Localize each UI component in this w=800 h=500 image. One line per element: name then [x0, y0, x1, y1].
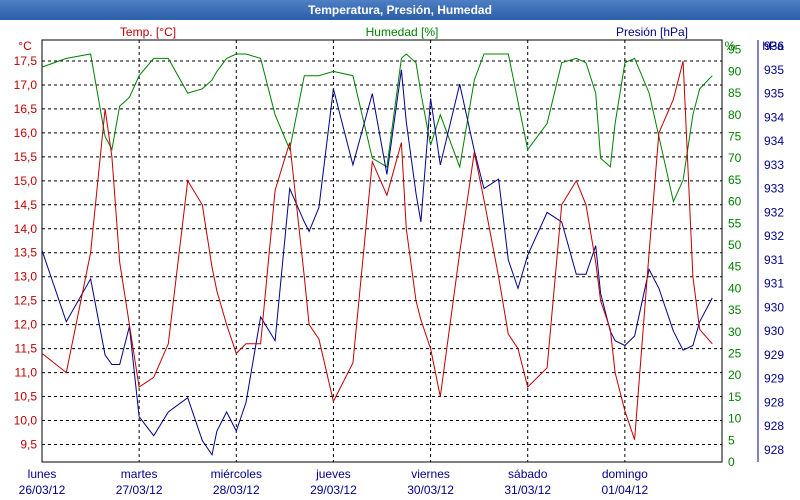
humidity-legend: Humedad [%] — [366, 25, 439, 39]
grid — [41, 39, 723, 463]
axis-labels: 9,5 10,0 10,5 11,0 11,5 12,0 12,5 13,0 13,5 14,0 1… — [14, 39, 785, 497]
humidity-tick-label: 60 — [728, 195, 742, 209]
chart-title-bar: Temperatura, Presión, Humedad — [0, 0, 800, 20]
temperature-tick-label: 10,0 — [14, 414, 38, 428]
humidity-tick-label: 5 — [728, 433, 735, 447]
humidity-tick-label: 75 — [728, 130, 742, 144]
pressure-tick-label: 936 — [764, 39, 784, 53]
pressure-tick-label: 933 — [764, 158, 784, 172]
temperature-unit-label: °C — [18, 39, 32, 53]
temperature-legend: Temp. [°C] — [120, 25, 176, 39]
pressure-tick-label: 928 — [764, 395, 784, 409]
temperature-tick-label: 12,0 — [14, 318, 38, 332]
day-date-label: 26/03/12 — [19, 483, 66, 497]
day-name-label: miércoles — [211, 467, 262, 481]
temperature-tick-label: 12,5 — [14, 294, 38, 308]
temperature-tick-label: 16,0 — [14, 126, 38, 140]
temperature-tick-label: 15,5 — [14, 150, 38, 164]
series-lines — [41, 53, 713, 457]
humidity-tick-label: 95 — [728, 43, 742, 57]
humidity-tick-label: 55 — [728, 216, 742, 230]
day-date-label: 01/04/12 — [601, 483, 648, 497]
pressure-tick-label: 934 — [764, 134, 784, 148]
humidity-tick-label: 40 — [728, 281, 742, 295]
temperature-tick-label: 14,0 — [14, 222, 38, 236]
pressure-tick-label: 933 — [764, 182, 784, 196]
humidity-unit-label: % — [725, 39, 736, 53]
humidity-tick-label: 85 — [728, 86, 742, 100]
pressure-legend: Presión [hPa] — [616, 25, 688, 39]
day-date-label: 29/03/12 — [310, 483, 357, 497]
day-name-label: martes — [121, 467, 158, 481]
humidity-line — [41, 53, 713, 204]
pressure-tick-label: 928 — [764, 443, 784, 457]
humidity-tick-label: 15 — [728, 390, 742, 404]
temperature-line — [41, 60, 713, 440]
day-name-label: viernes — [411, 467, 450, 481]
humidity-tick-label: 30 — [728, 325, 742, 339]
pressure-tick-label: 928 — [764, 419, 784, 433]
temperature-tick-label: 14,5 — [14, 198, 38, 212]
temperature-tick-label: 16,5 — [14, 102, 38, 116]
temperature-tick-label: 13,5 — [14, 246, 38, 260]
temperature-tick-label: 13,0 — [14, 270, 38, 284]
humidity-tick-label: 35 — [728, 303, 742, 317]
pressure-tick-label: 931 — [764, 253, 784, 267]
humidity-tick-label: 70 — [728, 151, 742, 165]
pressure-tick-label: 932 — [764, 205, 784, 219]
humidity-tick-label: 45 — [728, 260, 742, 274]
pressure-tick-label: 935 — [764, 63, 784, 77]
chart-background — [0, 20, 800, 500]
temperature-tick-label: 17,5 — [14, 54, 38, 68]
humidity-tick-label: 20 — [728, 368, 742, 382]
chart-title: Temperatura, Presión, Humedad — [308, 3, 492, 17]
pressure-tick-label: 929 — [764, 372, 784, 386]
temperature-tick-label: 10,5 — [14, 390, 38, 404]
humidity-tick-label: 90 — [728, 64, 742, 78]
day-name-label: lunes — [28, 467, 57, 481]
temperature-tick-label: 11,0 — [15, 366, 38, 380]
pressure-tick-label: 931 — [764, 277, 784, 291]
temperature-tick-label: 11,5 — [15, 342, 38, 356]
pressure-tick-label: 932 — [764, 229, 784, 243]
pressure-tick-label: 935 — [764, 87, 784, 101]
temperature-tick-label: 9,5 — [20, 438, 37, 452]
day-name-label: jueves — [315, 467, 351, 481]
temperature-tick-label: 17,0 — [14, 78, 38, 92]
humidity-tick-label: 80 — [728, 108, 742, 122]
humidity-tick-label: 50 — [728, 238, 742, 252]
pressure-tick-label: 930 — [764, 300, 784, 314]
pressure-tick-label: 929 — [764, 348, 784, 362]
pressure-tick-label: 930 — [764, 324, 784, 338]
pressure-line — [41, 69, 713, 457]
pressure-unit-label: hPa — [762, 39, 784, 53]
humidity-tick-label: 10 — [728, 412, 742, 426]
day-name-label: sábado — [508, 467, 548, 481]
temperature-tick-label: 15,0 — [14, 174, 38, 188]
humidity-tick-label: 0 — [728, 455, 735, 469]
pressure-tick-label: 934 — [764, 110, 784, 124]
humidity-tick-label: 65 — [728, 173, 742, 187]
day-date-label: 31/03/12 — [504, 483, 551, 497]
day-date-label: 27/03/12 — [116, 483, 163, 497]
day-date-label: 30/03/12 — [407, 483, 454, 497]
humidity-tick-label: 25 — [728, 347, 742, 361]
day-name-label: domingo — [602, 467, 648, 481]
day-date-label: 28/03/12 — [213, 483, 260, 497]
